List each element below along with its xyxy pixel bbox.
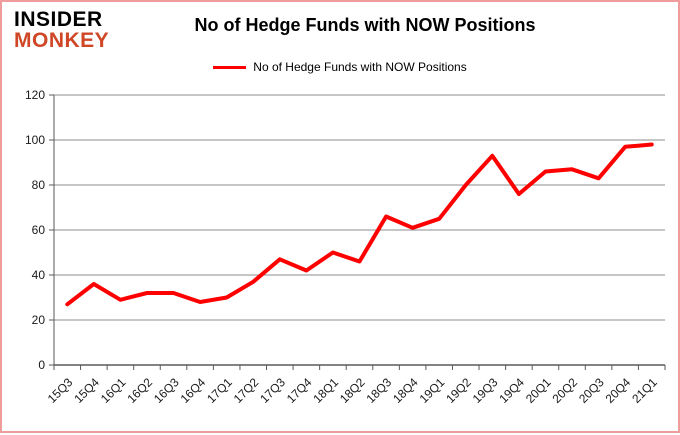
y-axis-label: 0 bbox=[38, 358, 45, 372]
y-axis-label: 120 bbox=[25, 88, 45, 102]
series-line bbox=[65, 142, 654, 307]
x-axis-label: 20Q3 bbox=[576, 375, 607, 406]
y-axis-label: 20 bbox=[32, 313, 46, 327]
x-axis-label: 19Q2 bbox=[443, 375, 474, 406]
x-axis-label: 19Q3 bbox=[470, 375, 501, 406]
insider-monkey-logo: INSIDER MONKEY bbox=[14, 8, 110, 52]
x-axis-label: 16Q2 bbox=[124, 375, 155, 406]
y-axis-label: 60 bbox=[32, 223, 46, 237]
x-axis-label: 21Q1 bbox=[629, 375, 660, 406]
y-axis-label: 80 bbox=[32, 178, 46, 192]
x-axis-label: 17Q1 bbox=[204, 375, 235, 406]
logo-line1: INSIDER bbox=[14, 8, 103, 31]
chart-legend: No of Hedge Funds with NOW Positions bbox=[2, 60, 678, 74]
y-axis-label: 40 bbox=[32, 268, 46, 282]
x-axis-label: 18Q4 bbox=[390, 375, 421, 406]
y-axis-label: 100 bbox=[25, 133, 45, 147]
x-axis-label: 20Q4 bbox=[603, 375, 634, 406]
x-axis-label: 18Q2 bbox=[337, 375, 368, 406]
legend-line-swatch bbox=[213, 65, 247, 69]
x-axis-label: 20Q2 bbox=[549, 375, 580, 406]
x-axis-label: 15Q4 bbox=[71, 375, 102, 406]
x-axis-label: 17Q4 bbox=[284, 375, 315, 406]
legend-label: No of Hedge Funds with NOW Positions bbox=[253, 60, 467, 74]
x-axis-label: 16Q4 bbox=[178, 375, 209, 406]
chart-title: No of Hedge Funds with NOW Positions bbox=[194, 15, 536, 35]
x-axis-label: 18Q3 bbox=[364, 375, 395, 406]
x-axis-label: 18Q1 bbox=[310, 375, 341, 406]
x-axis-label: 15Q3 bbox=[45, 375, 76, 406]
x-axis-label: 16Q3 bbox=[151, 375, 182, 406]
x-axis-label: 17Q3 bbox=[257, 375, 288, 406]
x-axis-label: 19Q4 bbox=[496, 375, 527, 406]
logo-line2: MONKEY bbox=[14, 28, 110, 52]
x-axis-label: 17Q2 bbox=[231, 375, 262, 406]
x-axis-label: 19Q1 bbox=[417, 375, 448, 406]
x-axis-label: 16Q1 bbox=[98, 375, 129, 406]
x-axis-label: 20Q1 bbox=[523, 375, 554, 406]
